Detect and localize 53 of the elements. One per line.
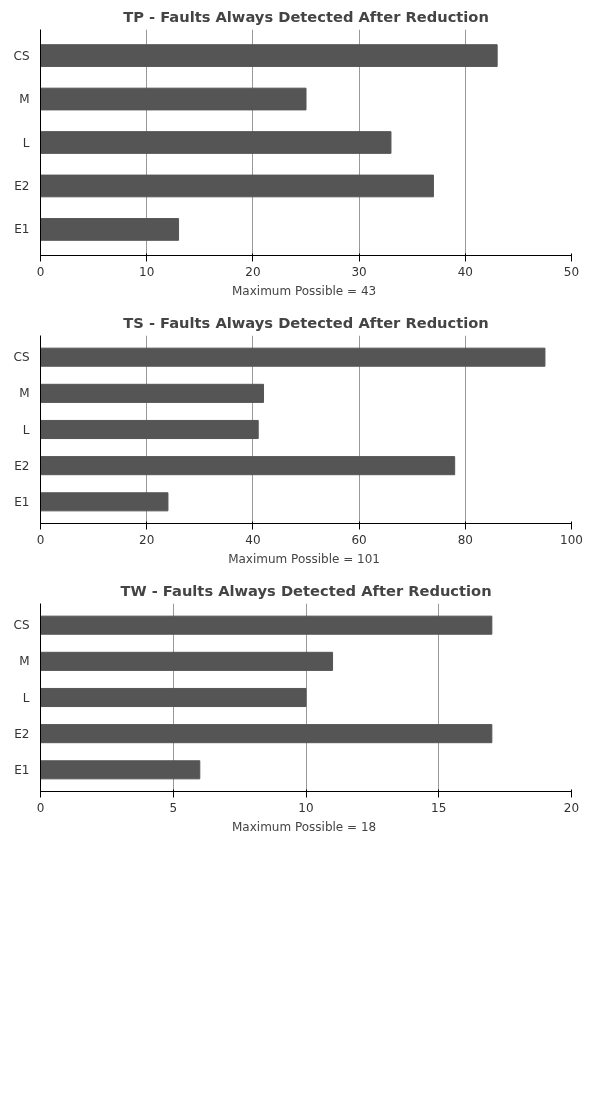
y-tick-label: L bbox=[22, 135, 30, 150]
y-tick-label: E1 bbox=[14, 762, 30, 777]
x-tick-label: 40 bbox=[457, 264, 473, 279]
y-tick-label: E1 bbox=[14, 222, 30, 237]
x-axis-title: Maximum Possible = 43 bbox=[231, 283, 377, 298]
x-tick-label: 0 bbox=[36, 264, 45, 279]
bar bbox=[40, 492, 169, 512]
bar bbox=[40, 174, 434, 198]
y-tick-label: M bbox=[19, 654, 30, 669]
chart-title: TW - Faults Always Detected After Reduction bbox=[120, 581, 492, 599]
x-tick-label: 50 bbox=[563, 264, 580, 279]
x-tick-label: 10 bbox=[298, 800, 314, 815]
bar bbox=[40, 615, 493, 635]
bar bbox=[40, 687, 307, 708]
x-tick-label: 20 bbox=[139, 532, 155, 547]
bar bbox=[40, 347, 546, 367]
bar bbox=[40, 383, 265, 403]
x-tick-label: 5 bbox=[169, 800, 178, 815]
y-tick-label: M bbox=[19, 92, 30, 107]
y-tick-label: L bbox=[22, 690, 30, 705]
chart-title: TS - Faults Always Detected After Reduction bbox=[123, 313, 489, 331]
y-tick-label: CS bbox=[13, 48, 30, 63]
bar bbox=[40, 760, 201, 780]
y-tick-label: E2 bbox=[14, 726, 30, 741]
bar bbox=[40, 724, 493, 744]
bar bbox=[40, 87, 307, 111]
x-tick-label: 40 bbox=[245, 532, 261, 547]
bar bbox=[40, 419, 259, 440]
x-tick-label: 10 bbox=[139, 264, 155, 279]
x-axis-title: Maximum Possible = 101 bbox=[228, 551, 381, 566]
y-tick-label: CS bbox=[13, 618, 30, 633]
x-tick-label: 0 bbox=[36, 532, 45, 547]
y-tick-label: L bbox=[22, 422, 30, 437]
x-tick-label: 30 bbox=[351, 264, 367, 279]
y-tick-label: E2 bbox=[14, 178, 30, 193]
x-tick-label: 100 bbox=[560, 532, 583, 547]
y-tick-label: M bbox=[19, 386, 30, 401]
y-tick-label: E1 bbox=[14, 494, 30, 509]
x-tick-label: 20 bbox=[563, 800, 580, 815]
x-axis-title: Maximum Possible = 18 bbox=[231, 819, 377, 834]
x-tick-label: 60 bbox=[351, 532, 367, 547]
y-tick-label: CS bbox=[13, 350, 30, 365]
x-tick-label: 15 bbox=[431, 800, 447, 815]
x-tick-label: 20 bbox=[245, 264, 261, 279]
bar bbox=[40, 44, 498, 67]
x-tick-label: 80 bbox=[457, 532, 473, 547]
bar bbox=[40, 218, 180, 241]
bar bbox=[40, 131, 392, 154]
x-tick-label: 0 bbox=[36, 800, 45, 815]
bar bbox=[40, 456, 456, 476]
bar bbox=[40, 651, 334, 671]
y-tick-label: E2 bbox=[14, 458, 30, 473]
chart-title: TP - Faults Always Detected After Reduction bbox=[123, 7, 489, 25]
